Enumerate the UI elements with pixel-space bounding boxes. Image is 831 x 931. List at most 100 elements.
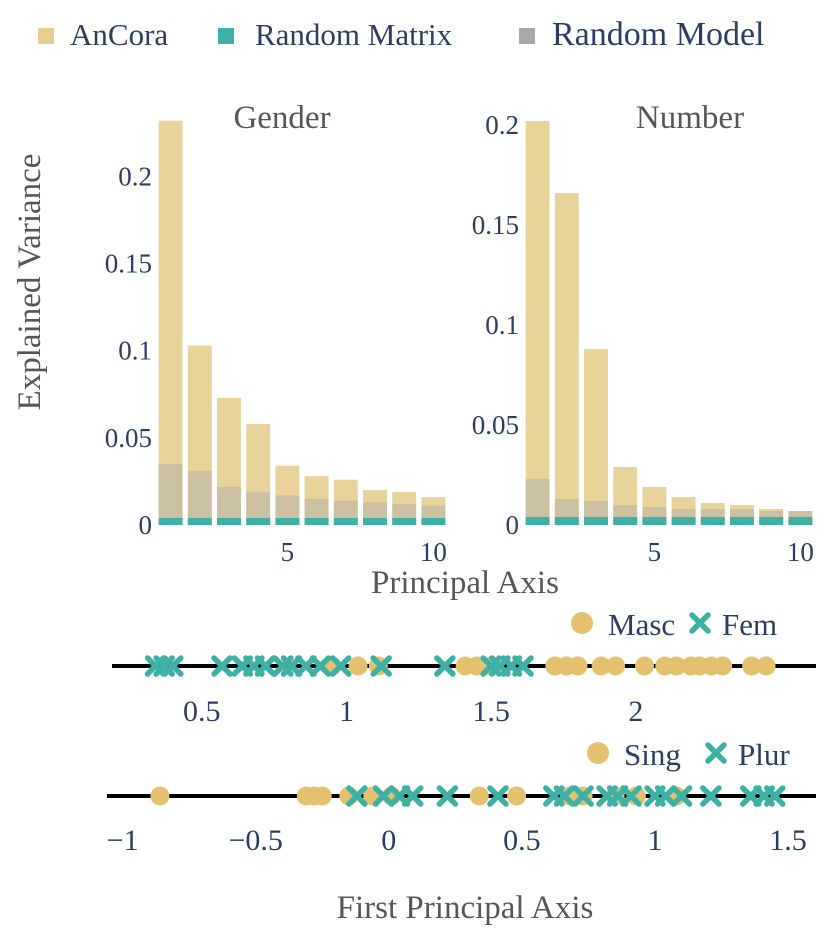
- number-point-x: [487, 785, 509, 807]
- gender-point-x: [512, 655, 534, 677]
- legend-swatch-random-model: [519, 28, 535, 44]
- gender-point-x: [329, 655, 352, 677]
- number-point-circle: [469, 786, 489, 806]
- gender-bar-random-matrix: [333, 518, 358, 525]
- number-point-x: [764, 785, 786, 807]
- number-bar-random-model: [525, 479, 550, 525]
- gender-bar-random-model: [246, 491, 271, 525]
- gender-point-circle: [756, 656, 776, 676]
- gender-ytick-label: 0.1: [118, 336, 152, 366]
- gender-point-x: [254, 655, 277, 677]
- gender-ytick-label: 0: [139, 510, 153, 540]
- gender-point-circle: [591, 656, 611, 676]
- number-xtick-label: 0.5: [503, 824, 541, 857]
- number-legend-label: Sing: [624, 737, 681, 772]
- gender-bar-ancora: [333, 479, 358, 525]
- gender-bar-ancora: [304, 476, 329, 525]
- number-bar-random-matrix: [642, 517, 667, 525]
- gender-strip-plot: Masc Fem 0.5 1 1.5 2: [112, 607, 816, 728]
- number-point-x: [372, 785, 395, 807]
- number-xtick-label: 1: [647, 824, 662, 857]
- gender-bar-ancora: [363, 490, 387, 525]
- gender-bar-random-matrix: [421, 518, 446, 525]
- number-xtick-label: −0.5: [228, 824, 282, 857]
- number-point-x: [436, 785, 459, 807]
- gender-bar-random-matrix: [187, 518, 212, 525]
- number-point-x: [402, 785, 424, 807]
- number-xtick-label: −1: [107, 824, 139, 857]
- gender-xtick-label: 5: [281, 537, 295, 567]
- number-ytick-label: 0.05: [472, 410, 519, 440]
- number-ytick-label: 0.15: [472, 210, 519, 240]
- number-bar-random-matrix: [788, 517, 813, 525]
- number-point-x: [700, 785, 722, 807]
- y-axis-title: Explained Variance: [12, 154, 48, 411]
- number-bar-random-matrix: [525, 517, 550, 525]
- number-point-circle: [150, 786, 170, 806]
- gender-bar-random-matrix: [304, 518, 329, 525]
- number-bar-random-matrix: [554, 517, 579, 525]
- number-bar-ancora: [525, 121, 550, 525]
- gender-ytick-label: 0.2: [118, 161, 152, 191]
- gender-xtick-label: 1: [339, 695, 354, 728]
- gender-bar-random-matrix: [246, 518, 271, 525]
- gender-bar-random-model: [187, 470, 212, 525]
- gender-legend-circle-icon: [571, 612, 593, 634]
- gender-bar-random-matrix: [392, 518, 417, 525]
- number-bar-random-matrix: [700, 517, 725, 525]
- gender-point-circle: [713, 656, 733, 676]
- gender-bar-ancora: [158, 120, 183, 526]
- legend-label-random-matrix: Random Matrix: [255, 17, 453, 52]
- gender-xtick-label: 0.5: [183, 695, 221, 728]
- legend-label-random-model: Random Model: [552, 16, 764, 53]
- legend-label-ancora: AnCora: [70, 17, 168, 52]
- gender-bar-random-matrix: [363, 518, 387, 525]
- number-bar-random-matrix: [671, 517, 696, 525]
- gender-point-x: [211, 655, 233, 677]
- gender-bar-random-matrix: [158, 518, 183, 525]
- number-bar-random-matrix: [584, 517, 608, 525]
- number-xtick-label: 10: [787, 537, 814, 567]
- gender-point-circle: [348, 656, 368, 676]
- gender-bar-random-model: [217, 486, 241, 525]
- number-panel-title: Number: [636, 100, 744, 136]
- number-ytick-label: 0.2: [485, 110, 519, 140]
- gender-bar-ancora: [187, 345, 212, 525]
- gender-bar-ancora: [246, 423, 271, 525]
- gender-legend-label: Fem: [722, 607, 777, 642]
- gender-panel-title: Gender: [233, 100, 330, 136]
- gender-point-x: [434, 655, 456, 677]
- gender-point-x: [370, 655, 392, 677]
- number-point-circle: [626, 786, 646, 806]
- number-bar-ancora: [554, 193, 579, 525]
- gender-legend-x-icon: [689, 612, 711, 634]
- gender-bar-random-model: [158, 464, 183, 525]
- number-point-x: [346, 785, 368, 807]
- gender-point-circle: [742, 656, 762, 676]
- number-bar-random-matrix: [759, 517, 784, 525]
- number-legend-label: Plur: [738, 737, 790, 772]
- legend: AnCora Random Matrix Random Model: [38, 16, 764, 53]
- number-bar-panel: Number 0 0.05 0.1 0.15 0.2 5 10: [472, 100, 814, 567]
- gender-point-circle: [666, 656, 686, 676]
- number-xtick-label: 5: [648, 537, 662, 567]
- gender-bar-random-matrix: [275, 518, 300, 525]
- gender-point-x: [162, 655, 184, 677]
- number-strip-plot: Sing Plur −1 −0.5 0 0.5 1 1.5: [107, 737, 816, 857]
- gender-point-circle: [568, 656, 588, 676]
- gender-ytick-label: 0.15: [105, 249, 152, 279]
- number-bar-ancora: [584, 349, 608, 525]
- gender-point-circle: [467, 656, 487, 676]
- gender-bar-ancora: [217, 397, 241, 525]
- number-bar-ancora: [613, 467, 638, 525]
- gender-point-circle: [635, 656, 655, 676]
- number-point-circle: [507, 786, 527, 806]
- gender-xtick-label: 1.5: [472, 695, 510, 728]
- gender-ytick-label: 0.05: [105, 423, 152, 453]
- gender-bar-random-model: [275, 495, 300, 525]
- gender-xtick-label: 10: [420, 537, 447, 567]
- gender-xtick-label: 2: [628, 695, 643, 728]
- number-point-x: [572, 785, 594, 807]
- number-legend-circle-icon: [587, 742, 609, 764]
- gender-bar-panel: Gender 0 0.05 0.1 0.15 0.2 5 10: [105, 100, 447, 567]
